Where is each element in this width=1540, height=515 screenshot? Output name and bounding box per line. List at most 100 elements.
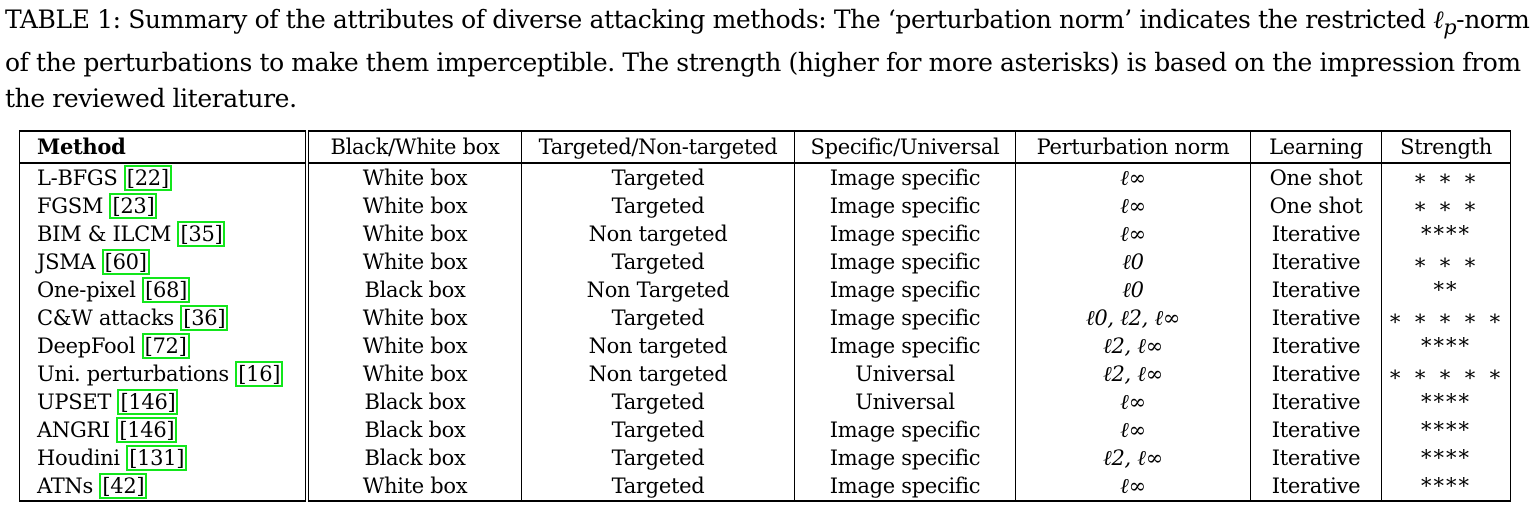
cell-scope: Universal: [794, 360, 1016, 388]
citation-link[interactable]: [131]: [126, 445, 188, 471]
cell-strength: **: [1380, 276, 1512, 304]
method-name: Uni. perturbations: [37, 362, 229, 386]
cell-learning: Iterative: [1250, 472, 1382, 502]
cell-scope: Image specific: [794, 444, 1016, 472]
citation-link[interactable]: [16]: [235, 361, 284, 387]
cell-method: DeepFool [72]: [19, 332, 309, 360]
table-row: One-pixel [68] Black box Non Targeted Image…: [19, 276, 1512, 304]
citation-link[interactable]: [146]: [117, 389, 179, 415]
cell-box: Black box: [306, 276, 522, 304]
header-strength: Strength: [1380, 131, 1512, 163]
cell-learning: One shot: [1250, 192, 1382, 220]
cell-box: White box: [306, 304, 522, 332]
cell-targeted: Targeted: [521, 192, 795, 220]
method-name: C&W attacks: [37, 306, 174, 330]
citation-link[interactable]: [35]: [177, 221, 226, 247]
header-box: Black/White box: [306, 131, 522, 163]
table-row: BIM & ILCM [35] White box Non targeted Imag…: [19, 220, 1512, 248]
header-norm: Perturbation norm: [1015, 131, 1251, 163]
cell-norm: ℓ∞: [1015, 220, 1251, 248]
table-row: ATNs [42] White box Targeted Image specific…: [19, 472, 1512, 502]
citation-link[interactable]: [22]: [123, 165, 172, 191]
cell-learning: One shot: [1250, 163, 1382, 192]
table-header-row: Method Black/White box Targeted/Non-targ…: [19, 131, 1512, 163]
cell-learning: Iterative: [1250, 220, 1382, 248]
cell-scope: Image specific: [794, 416, 1016, 444]
cell-scope: Image specific: [794, 163, 1016, 192]
cell-scope: Image specific: [794, 472, 1016, 502]
citation-link[interactable]: [23]: [109, 193, 158, 219]
method-name: DeepFool: [37, 334, 136, 358]
caption-text-2: -norm of the perturbations to make them …: [5, 5, 1530, 113]
table-row: Uni. perturbations [16] White box Non targ…: [19, 360, 1512, 388]
cell-box: White box: [306, 248, 522, 276]
cell-targeted: Non targeted: [521, 360, 795, 388]
cell-learning: Iterative: [1250, 388, 1382, 416]
method-name: L-BFGS: [37, 166, 118, 190]
cell-box: White box: [306, 360, 522, 388]
cell-norm: ℓ2, ℓ∞: [1015, 332, 1251, 360]
cell-scope: Image specific: [794, 192, 1016, 220]
cell-strength: ****: [1380, 220, 1512, 248]
cell-method: Uni. perturbations [16]: [19, 360, 309, 388]
citation-link[interactable]: [60]: [101, 249, 150, 275]
cell-norm: ℓ2, ℓ∞: [1015, 444, 1251, 472]
table-row: C&W attacks [36] White box Targeted Image s…: [19, 304, 1512, 332]
cell-norm: ℓ∞: [1015, 416, 1251, 444]
cell-method: L-BFGS [22]: [19, 163, 309, 192]
cell-scope: Image specific: [794, 332, 1016, 360]
cell-targeted: Targeted: [521, 388, 795, 416]
cell-strength: ∗ ∗ ∗: [1380, 192, 1512, 220]
method-name: Houdini: [37, 446, 120, 470]
citation-link[interactable]: [42]: [99, 473, 148, 499]
cell-box: Black box: [306, 444, 522, 472]
cell-targeted: Targeted: [521, 444, 795, 472]
attack-methods-table: Method Black/White box Targeted/Non-targ…: [19, 130, 1512, 502]
cell-learning: Iterative: [1250, 360, 1382, 388]
cell-targeted: Targeted: [521, 304, 795, 332]
cell-norm: ℓ∞: [1015, 163, 1251, 192]
cell-method: ANGRI [146]: [19, 416, 309, 444]
cell-method: ATNs [42]: [19, 472, 309, 502]
table-body: L-BFGS [22] White box Targeted Image specif…: [19, 163, 1512, 502]
citation-link[interactable]: [68]: [142, 277, 191, 303]
citation-link[interactable]: [36]: [180, 305, 229, 331]
cell-box: White box: [306, 220, 522, 248]
table-row: ANGRI [146] Black box Targeted Image specif…: [19, 416, 1512, 444]
table-row: UPSET [146] Black box Targeted Universal ℓ∞ I…: [19, 388, 1512, 416]
cell-norm: ℓ∞: [1015, 388, 1251, 416]
caption-text-1: TABLE 1: Summary of the attributes of di…: [5, 5, 1434, 34]
cell-scope: Image specific: [794, 276, 1016, 304]
cell-scope: Image specific: [794, 304, 1016, 332]
header-method: Method: [19, 131, 309, 163]
cell-box: Black box: [306, 388, 522, 416]
method-name: JSMA: [37, 250, 96, 274]
cell-method: FGSM [23]: [19, 192, 309, 220]
cell-method: JSMA [60]: [19, 248, 309, 276]
table-caption: TABLE 1: Summary of the attributes of di…: [5, 2, 1535, 117]
cell-method: One-pixel [68]: [19, 276, 309, 304]
cell-targeted: Targeted: [521, 163, 795, 192]
cell-targeted: Targeted: [521, 416, 795, 444]
method-name: ATNs: [37, 474, 93, 498]
cell-box: Black box: [306, 416, 522, 444]
cell-norm: ℓ∞: [1015, 472, 1251, 502]
header-scope: Specific/Universal: [794, 131, 1016, 163]
table-row: FGSM [23] White box Targeted Image specific…: [19, 192, 1512, 220]
header-learning: Learning: [1250, 131, 1382, 163]
cell-strength: ****: [1380, 416, 1512, 444]
cell-strength: ∗ ∗ ∗ ∗ ∗: [1380, 360, 1512, 388]
citation-link[interactable]: [72]: [141, 333, 190, 359]
cell-norm: ℓ0, ℓ2, ℓ∞: [1015, 304, 1251, 332]
cell-learning: Iterative: [1250, 444, 1382, 472]
cell-box: White box: [306, 163, 522, 192]
method-name: BIM & ILCM: [37, 222, 172, 246]
citation-link[interactable]: [146]: [116, 417, 178, 443]
cell-learning: Iterative: [1250, 248, 1382, 276]
cell-method: UPSET [146]: [19, 388, 309, 416]
cell-method: Houdini [131]: [19, 444, 309, 472]
table-row: Houdini [131] Black box Targeted Image spec…: [19, 444, 1512, 472]
method-name: One-pixel: [37, 278, 136, 302]
cell-norm: ℓ0: [1015, 276, 1251, 304]
cell-learning: Iterative: [1250, 416, 1382, 444]
